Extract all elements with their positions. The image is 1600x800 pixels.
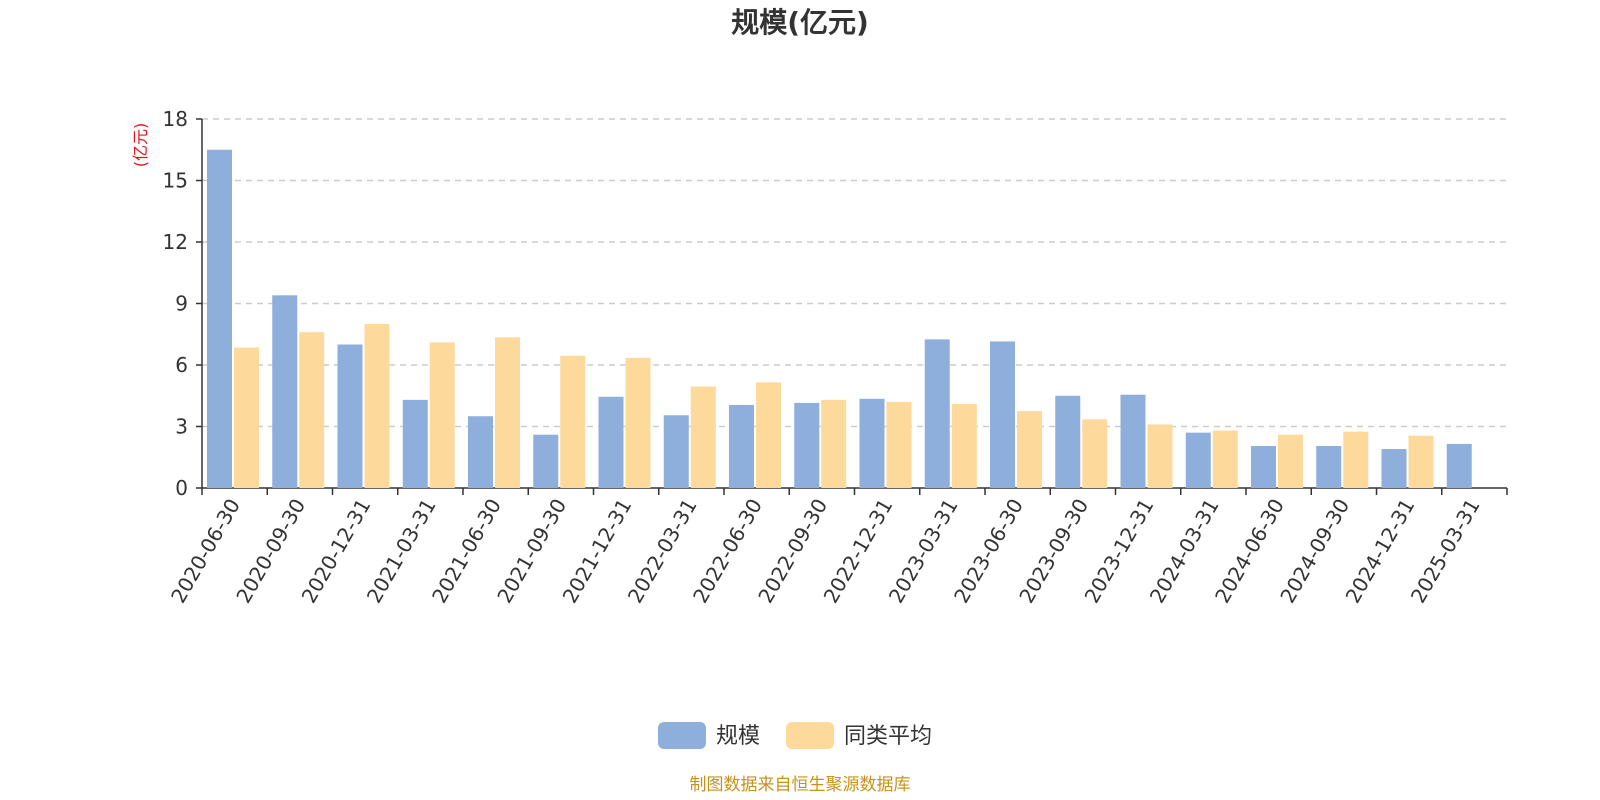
x-tick-label: 2025-03-31	[1406, 495, 1485, 608]
y-tick-label: 18	[163, 107, 188, 131]
bar-peer-average[interactable]	[299, 332, 325, 488]
bar-scale[interactable]	[468, 416, 493, 488]
bar-peer-average[interactable]	[560, 355, 586, 488]
legend-label[interactable]: 同类平均	[844, 724, 932, 749]
bar-peer-average[interactable]	[821, 399, 847, 488]
bar-scale[interactable]	[794, 402, 820, 488]
y-tick-label: 3	[175, 415, 188, 439]
bar-peer-average[interactable]	[625, 357, 651, 488]
bar-peer-average[interactable]	[690, 386, 716, 488]
legend-swatch[interactable]	[786, 722, 834, 749]
y-tick-label: 15	[163, 169, 188, 193]
y-axis-unit-label: (亿元)	[131, 123, 150, 168]
bar-scale[interactable]	[272, 295, 298, 488]
bar-scale[interactable]	[337, 344, 363, 489]
bar-peer-average[interactable]	[495, 337, 520, 488]
data-source-note: 制图数据来自恒生聚源数据库	[690, 775, 911, 795]
bar-peer-average[interactable]	[364, 324, 390, 488]
legend-swatch[interactable]	[658, 722, 706, 749]
bar-scale[interactable]	[1251, 445, 1276, 488]
y-tick-label: 9	[175, 292, 188, 316]
y-tick-label: 6	[175, 353, 188, 377]
bar-scale[interactable]	[990, 341, 1015, 488]
bar-peer-average[interactable]	[1082, 419, 1108, 488]
legend-label[interactable]: 规模	[716, 724, 760, 749]
legend[interactable]: 规模 同类平均	[658, 722, 932, 749]
bar-peer-average[interactable]	[756, 382, 781, 488]
x-tick-labels: 2020-06-302020-09-302020-12-312021-03-31…	[166, 495, 1485, 608]
bar-scale[interactable]	[924, 339, 950, 488]
bar-scale[interactable]	[1381, 449, 1407, 488]
bar-scale[interactable]	[1055, 395, 1081, 488]
bar-peer-average[interactable]	[1212, 430, 1238, 488]
bar-peer-average[interactable]	[886, 401, 912, 488]
y-tick-label: 12	[163, 230, 188, 254]
bar-scale[interactable]	[533, 434, 559, 488]
bar-peer-average[interactable]	[1343, 431, 1369, 488]
bar-scale[interactable]	[1446, 443, 1472, 488]
bar-peer-average[interactable]	[1017, 411, 1042, 488]
chart-title: 规模(亿元)	[731, 6, 869, 39]
bar-peer-average[interactable]	[1408, 435, 1434, 488]
grid-lines	[202, 118, 1507, 428]
bar-scale[interactable]	[1185, 432, 1211, 488]
bar-scale[interactable]	[598, 396, 624, 488]
bar-peer-average[interactable]	[951, 403, 977, 488]
bar-peer-average[interactable]	[1278, 434, 1303, 488]
bar-scale[interactable]	[1120, 394, 1146, 488]
y-tick-labels: 0 3 6 9 12 15 18	[163, 107, 202, 500]
bar-peer-average[interactable]	[234, 347, 259, 488]
bar-scale[interactable]	[859, 398, 885, 488]
bar-peer-average[interactable]	[429, 342, 455, 488]
bar-scale[interactable]	[729, 404, 754, 488]
y-tick-label: 0	[175, 476, 188, 500]
bar-scale[interactable]	[663, 415, 689, 488]
axes	[201, 119, 1508, 495]
bar-peer-average[interactable]	[1147, 424, 1173, 488]
bar-scale[interactable]	[207, 149, 232, 488]
bar-scale[interactable]	[402, 399, 428, 488]
bar-scale[interactable]	[1316, 445, 1342, 488]
bars	[207, 149, 1472, 489]
